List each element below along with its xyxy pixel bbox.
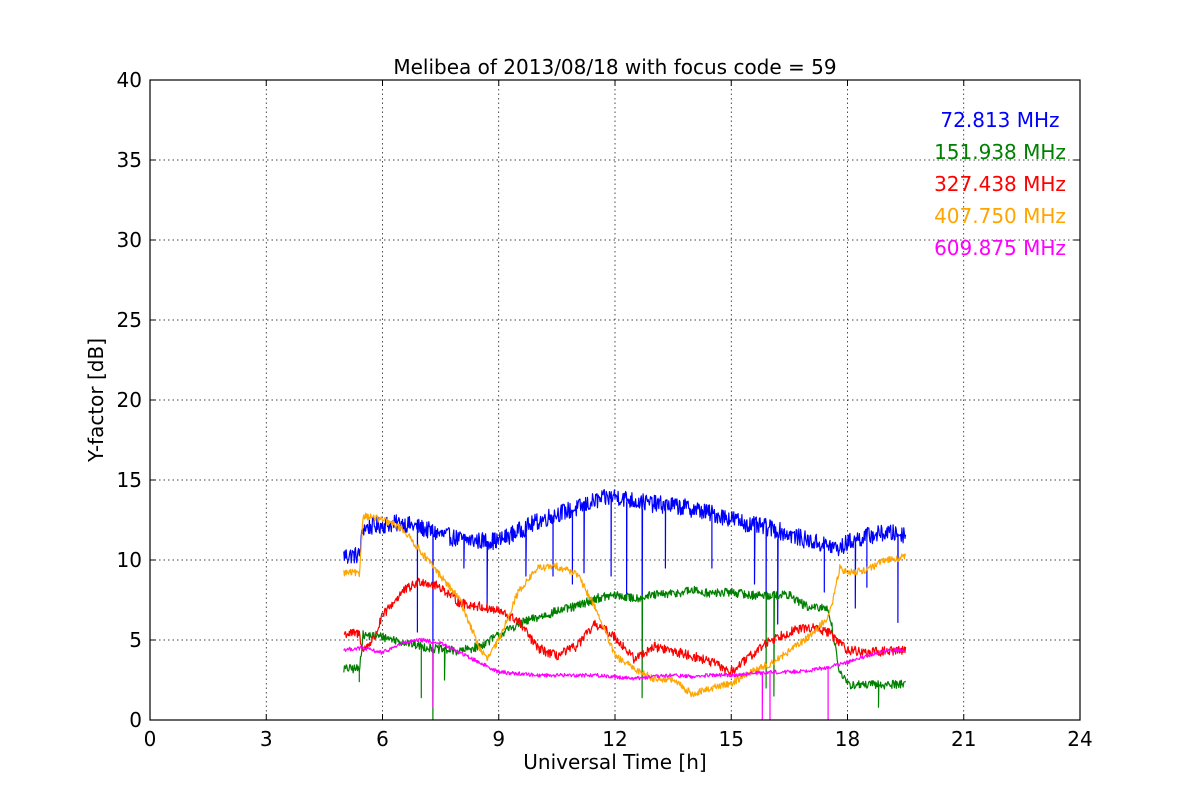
legend-entry: 407.750 MHz [934, 204, 1066, 228]
x-tick-label: 9 [492, 727, 505, 751]
axis-ticks: 0 3 6 9 12 15 18 21 24 0 5 10 15 20 25 30 35 40 [117, 68, 1093, 751]
legend-entry: 609.875 MHz [934, 236, 1066, 260]
legend-entry: 327.438 MHz [934, 172, 1066, 196]
series-line [343, 637, 906, 721]
y-tick-label: 0 [129, 708, 142, 732]
y-tick-label: 40 [117, 68, 142, 92]
x-axis-title: Universal Time [h] [523, 750, 706, 774]
series-line [343, 585, 907, 721]
grid-lines [150, 80, 1080, 720]
series-line [343, 512, 907, 698]
x-tick-label: 12 [602, 727, 627, 751]
x-tick-label: 21 [951, 727, 976, 751]
series-lines [343, 489, 907, 721]
x-tick-label: 0 [144, 727, 157, 751]
y-tick-label: 30 [117, 228, 142, 252]
legend-entry: 72.813 MHz [940, 108, 1059, 132]
x-tick-label: 24 [1067, 727, 1092, 751]
y-tick-label: 35 [117, 148, 142, 172]
legend-entry: 151.938 MHz [934, 140, 1066, 164]
x-tick-label: 18 [835, 727, 860, 751]
series-line [343, 489, 907, 652]
y-axis-title: Y-factor [dB] [84, 338, 108, 463]
chart-title: Melibea of 2013/08/18 with focus code = … [393, 55, 836, 79]
y-tick-label: 15 [117, 468, 142, 492]
x-tick-label: 15 [719, 727, 744, 751]
y-tick-label: 5 [129, 628, 142, 652]
y-tick-label: 10 [117, 548, 142, 572]
legend: 72.813 MHz 151.938 MHz 327.438 MHz 407.750 … [934, 108, 1066, 260]
y-tick-label: 20 [117, 388, 142, 412]
series-line [343, 577, 907, 675]
x-tick-label: 3 [260, 727, 273, 751]
y-tick-label: 25 [117, 308, 142, 332]
x-tick-label: 6 [376, 727, 389, 751]
